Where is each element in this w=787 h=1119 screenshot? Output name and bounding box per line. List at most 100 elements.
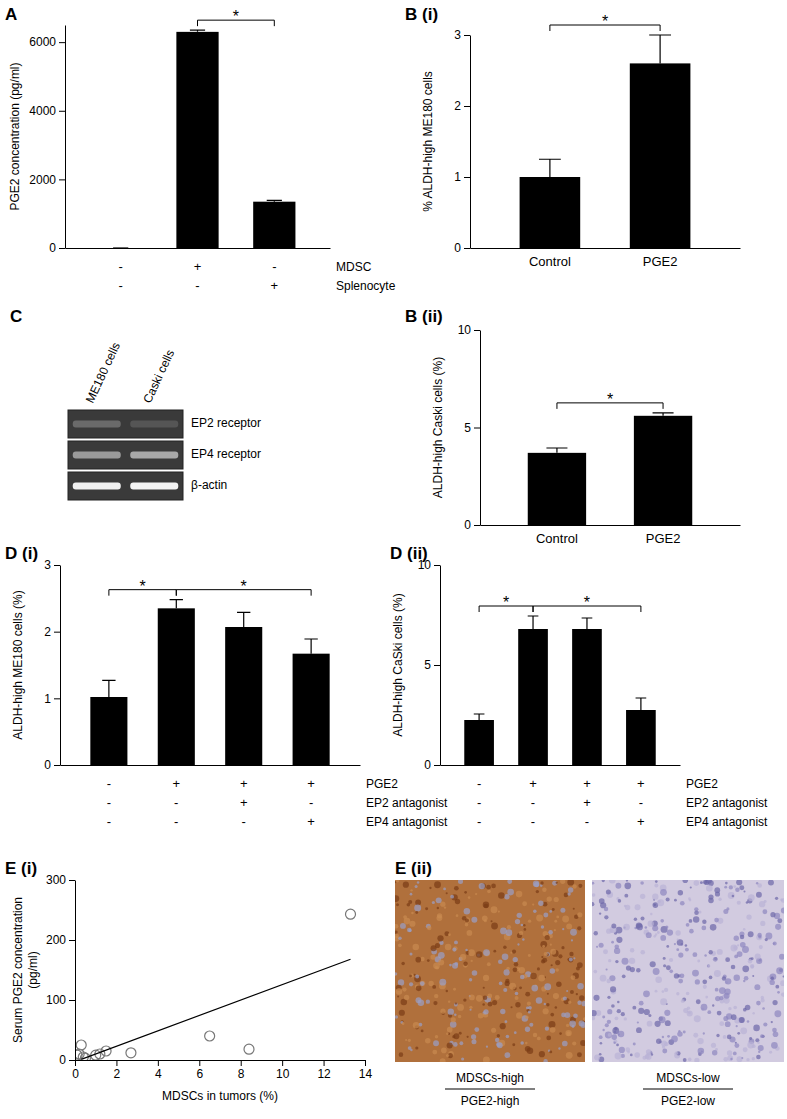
image-sublabel: PGE2-low — [661, 1094, 715, 1108]
texture — [605, 1031, 612, 1038]
texture — [756, 1001, 761, 1006]
significance-label: * — [139, 578, 145, 595]
texture — [569, 958, 573, 962]
gel-band — [130, 452, 178, 459]
texture — [636, 968, 641, 973]
y-axis-tick-label: 100 — [46, 993, 66, 1007]
texture — [453, 946, 458, 951]
texture — [777, 991, 780, 994]
texture — [710, 924, 717, 931]
texture — [783, 975, 784, 977]
texture — [636, 923, 643, 930]
row-label: EP2 receptor — [191, 416, 261, 430]
panel-label: E (i) — [5, 859, 37, 878]
point — [244, 1044, 254, 1054]
texture — [768, 880, 774, 886]
texture — [522, 1015, 528, 1021]
texture — [566, 1024, 569, 1027]
texture — [540, 941, 547, 948]
texture — [467, 930, 473, 936]
texture — [507, 880, 512, 884]
texture — [662, 1036, 664, 1038]
texture — [395, 881, 396, 883]
texture — [515, 996, 519, 1000]
image-background — [592, 880, 784, 1062]
plot-marks — [113, 30, 295, 248]
texture — [533, 910, 537, 914]
texture — [566, 1032, 570, 1036]
texture — [569, 952, 573, 956]
texture — [648, 1014, 651, 1017]
texture — [397, 995, 399, 997]
texture — [734, 1043, 739, 1048]
y-axis: 0100200300 — [46, 873, 76, 1067]
y-axis-line — [470, 36, 471, 249]
y-axis-tick-mark — [434, 665, 440, 666]
texture — [507, 925, 511, 929]
texture — [396, 903, 399, 906]
texture — [618, 899, 622, 903]
texture — [471, 1034, 476, 1039]
y-axis-tick-mark — [54, 565, 60, 566]
texture — [616, 1043, 619, 1046]
bar — [528, 453, 586, 525]
texture — [577, 1001, 581, 1005]
texture — [733, 1006, 737, 1010]
texture — [737, 951, 743, 957]
texture — [662, 1045, 665, 1048]
texture — [533, 881, 539, 887]
condition-value: - — [119, 259, 123, 274]
texture — [615, 883, 621, 889]
x-axis-line — [76, 1060, 366, 1061]
x-axis-tick-mark — [75, 1060, 76, 1066]
texture — [425, 1038, 431, 1044]
texture — [543, 1059, 547, 1062]
y-axis-tick: 2 — [44, 625, 60, 639]
texture — [615, 1052, 622, 1059]
texture — [619, 1047, 625, 1053]
texture — [624, 1017, 627, 1020]
texture — [609, 880, 616, 884]
texture — [530, 973, 536, 979]
x-axis — [61, 765, 361, 767]
texture — [701, 926, 706, 931]
texture — [495, 995, 500, 1000]
texture — [405, 1039, 407, 1041]
texture — [414, 904, 421, 911]
plot-marks — [464, 616, 655, 765]
texture — [651, 1053, 653, 1055]
texture — [632, 1006, 636, 1010]
texture — [623, 924, 630, 931]
label-divider — [643, 1089, 733, 1090]
texture — [773, 942, 775, 944]
texture — [410, 893, 413, 896]
texture — [415, 911, 418, 914]
texture — [529, 1023, 533, 1027]
texture — [404, 995, 409, 1000]
y-axis-tick: 2 — [454, 99, 470, 113]
texture — [746, 914, 751, 919]
texture — [743, 891, 745, 893]
condition-label: PGE2 — [366, 777, 398, 791]
significance-label: * — [584, 594, 590, 611]
x-axis-tick-mark — [158, 1060, 159, 1066]
texture — [515, 919, 520, 924]
texture — [409, 982, 413, 986]
texture — [555, 968, 559, 972]
texture — [715, 988, 719, 992]
texture — [541, 956, 543, 958]
y-axis-tick-mark — [59, 248, 65, 249]
texture — [602, 1016, 605, 1019]
texture — [555, 960, 560, 965]
texture — [746, 1058, 749, 1061]
y-axis: 0200040006000 — [29, 26, 65, 256]
texture — [680, 901, 685, 906]
x-tick: PGE2 — [643, 248, 678, 269]
texture — [578, 884, 582, 888]
condition-value: + — [637, 814, 645, 829]
y-axis-tick-mark — [434, 765, 440, 766]
texture — [536, 890, 539, 893]
texture — [437, 935, 443, 941]
x-tick-label: PGE2 — [646, 531, 681, 546]
texture — [762, 909, 767, 914]
